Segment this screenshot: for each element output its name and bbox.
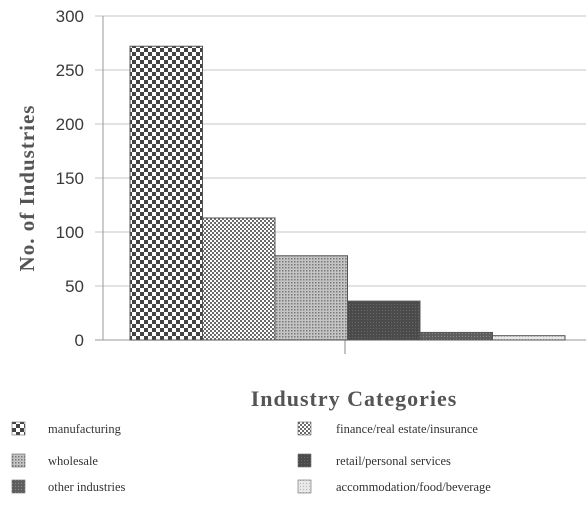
legend-swatch (297, 453, 312, 468)
legend-label: accommodation/food/beverage (336, 480, 491, 494)
y-tick-label: 250 (56, 61, 84, 80)
y-tick-label: 100 (56, 223, 84, 242)
y-axis-title: No. of Industries (15, 105, 39, 272)
legend-label: other industries (48, 480, 126, 494)
y-tick-label: 300 (56, 7, 84, 26)
legend-label: manufacturing (48, 422, 122, 436)
legend-label: finance/real estate/insurance (336, 422, 478, 436)
bar-manufacturing (129, 45, 203, 341)
legend-label: retail/personal services (336, 454, 451, 468)
bar-other-industries (419, 331, 493, 341)
legend-label: wholesale (48, 454, 98, 468)
y-tick-label: 50 (65, 277, 84, 296)
legend: manufacturing finance/real estate/insuran… (11, 421, 491, 494)
legend-swatch (11, 479, 26, 494)
bars (129, 45, 566, 341)
bar-retail-personal-services (347, 300, 421, 341)
legend-swatch (11, 421, 26, 436)
y-tick-label: 200 (56, 115, 84, 134)
legend-swatch (297, 421, 312, 436)
legend-swatch (297, 479, 312, 494)
bar-wholesale (274, 255, 348, 341)
bar-accommodation-food-beverage (492, 335, 566, 341)
y-tick-label: 0 (75, 331, 84, 350)
x-axis-title: Industry Categories (251, 386, 458, 411)
legend-swatch (11, 453, 26, 468)
bar-finance-real-estate-insurance (202, 217, 276, 341)
y-tick-labels: 0 50 100 150 200 250 300 (56, 7, 84, 350)
y-tick-label: 150 (56, 169, 84, 188)
